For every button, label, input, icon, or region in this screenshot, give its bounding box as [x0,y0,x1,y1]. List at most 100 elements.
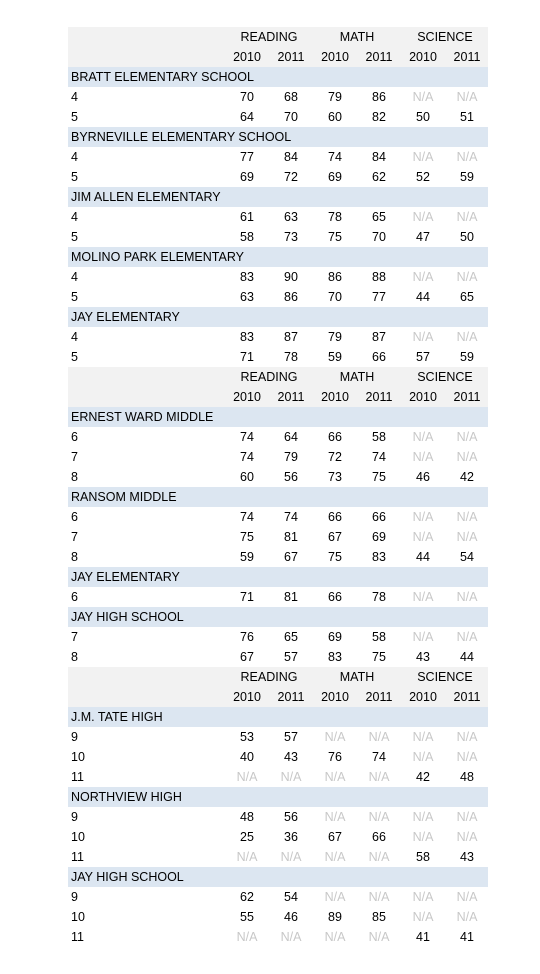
school-row: RANSOM MIDDLE [68,487,488,507]
score: N/A [456,590,478,604]
score: 41 [416,930,430,944]
grade: 7 [71,530,78,544]
score: 44 [460,650,474,664]
score: 73 [328,470,342,484]
score: N/A [412,210,434,224]
score: 60 [328,110,342,124]
grade-row: 4 70 68 79 86 N/A N/A [68,87,488,107]
score: N/A [280,770,302,784]
school-name: BYRNEVILLE ELEMENTARY SCHOOL [71,130,292,144]
school-row: JAY HIGH SCHOOL [68,607,488,627]
score: 65 [372,210,386,224]
score: N/A [456,210,478,224]
score: N/A [412,830,434,844]
grade: 8 [71,650,78,664]
score: N/A [456,270,478,284]
grade-row: 5 63 86 70 77 44 65 [68,287,488,307]
school-row: BYRNEVILLE ELEMENTARY SCHOOL [68,127,488,147]
score: 74 [284,510,298,524]
score: 74 [240,430,254,444]
score: 90 [284,270,298,284]
grade: 10 [71,830,85,844]
score: 83 [240,270,254,284]
score: 43 [416,650,430,664]
subject-header: MATH [339,30,375,44]
school-name: ERNEST WARD MIDDLE [71,410,214,424]
score: N/A [456,90,478,104]
score: 74 [240,510,254,524]
year-header: 2011 [277,50,305,64]
score: 87 [284,330,298,344]
grade: 6 [71,590,78,604]
year-header-row: 2010 2011 2010 2011 2010 2011 [68,387,488,407]
score: 42 [416,770,430,784]
score: 69 [240,170,254,184]
score: N/A [456,810,478,824]
year-header-row: 2010 2011 2010 2011 2010 2011 [68,47,488,67]
score: 81 [284,590,298,604]
score: 83 [240,330,254,344]
score: 65 [284,630,298,644]
score: 63 [284,210,298,224]
grade-row: 4 77 84 74 84 N/A N/A [68,147,488,167]
school-row: JIM ALLEN ELEMENTARY [68,187,488,207]
score: 72 [284,170,298,184]
year-header: 2010 [409,50,437,64]
grade-row: 5 64 70 60 82 50 51 [68,107,488,127]
score: N/A [412,270,434,284]
grade-row: 5 58 73 75 70 47 50 [68,227,488,247]
score: 86 [284,290,298,304]
subject-header: SCIENCE [417,670,473,684]
score: N/A [456,150,478,164]
grade-row: 9 62 54 N/A N/A N/A N/A [68,887,488,907]
year-header: 2011 [277,690,305,704]
year-header-row: 2010 2011 2010 2011 2010 2011 [68,687,488,707]
score: 43 [460,850,474,864]
score: 65 [460,290,474,304]
grade-row: 8 67 57 83 75 43 44 [68,647,488,667]
subject-header-row: READING MATH SCIENCE [68,667,488,687]
score: 41 [460,930,474,944]
grade: 4 [71,330,78,344]
subject-header-row: READING MATH SCIENCE [68,27,488,47]
school-name: JAY ELEMENTARY [71,310,180,324]
score: 57 [284,650,298,664]
score: 72 [328,450,342,464]
score: N/A [412,730,434,744]
score: 46 [416,470,430,484]
score: 70 [284,110,298,124]
score: 59 [460,350,474,364]
grade: 10 [71,910,85,924]
score: 54 [284,890,298,904]
score: N/A [456,450,478,464]
school-row: J.M. TATE HIGH [68,707,488,727]
score: 75 [372,470,386,484]
score: 78 [328,210,342,224]
score: N/A [368,810,390,824]
year-header: 2011 [365,690,393,704]
school-name: MOLINO PARK ELEMENTARY [71,250,244,264]
score: 88 [372,270,386,284]
score: 86 [372,90,386,104]
grade-row: 10 25 36 67 66 N/A N/A [68,827,488,847]
score: 58 [372,630,386,644]
score: 62 [240,890,254,904]
score: 67 [284,550,298,564]
grade: 11 [71,770,84,784]
score: 58 [416,850,430,864]
score: N/A [412,630,434,644]
score: 40 [240,750,254,764]
score: 77 [240,150,254,164]
score: 51 [460,110,474,124]
grade-row: 5 71 78 59 66 57 59 [68,347,488,367]
score: N/A [412,530,434,544]
score: 71 [240,590,254,604]
grade-row: 6 71 81 66 78 N/A N/A [68,587,488,607]
grade-row: 10 55 46 89 85 N/A N/A [68,907,488,927]
score: 66 [372,510,386,524]
score: 70 [240,90,254,104]
grade-row: 4 83 90 86 88 N/A N/A [68,267,488,287]
subject-header: MATH [339,670,375,684]
subject-header: MATH [339,370,375,384]
